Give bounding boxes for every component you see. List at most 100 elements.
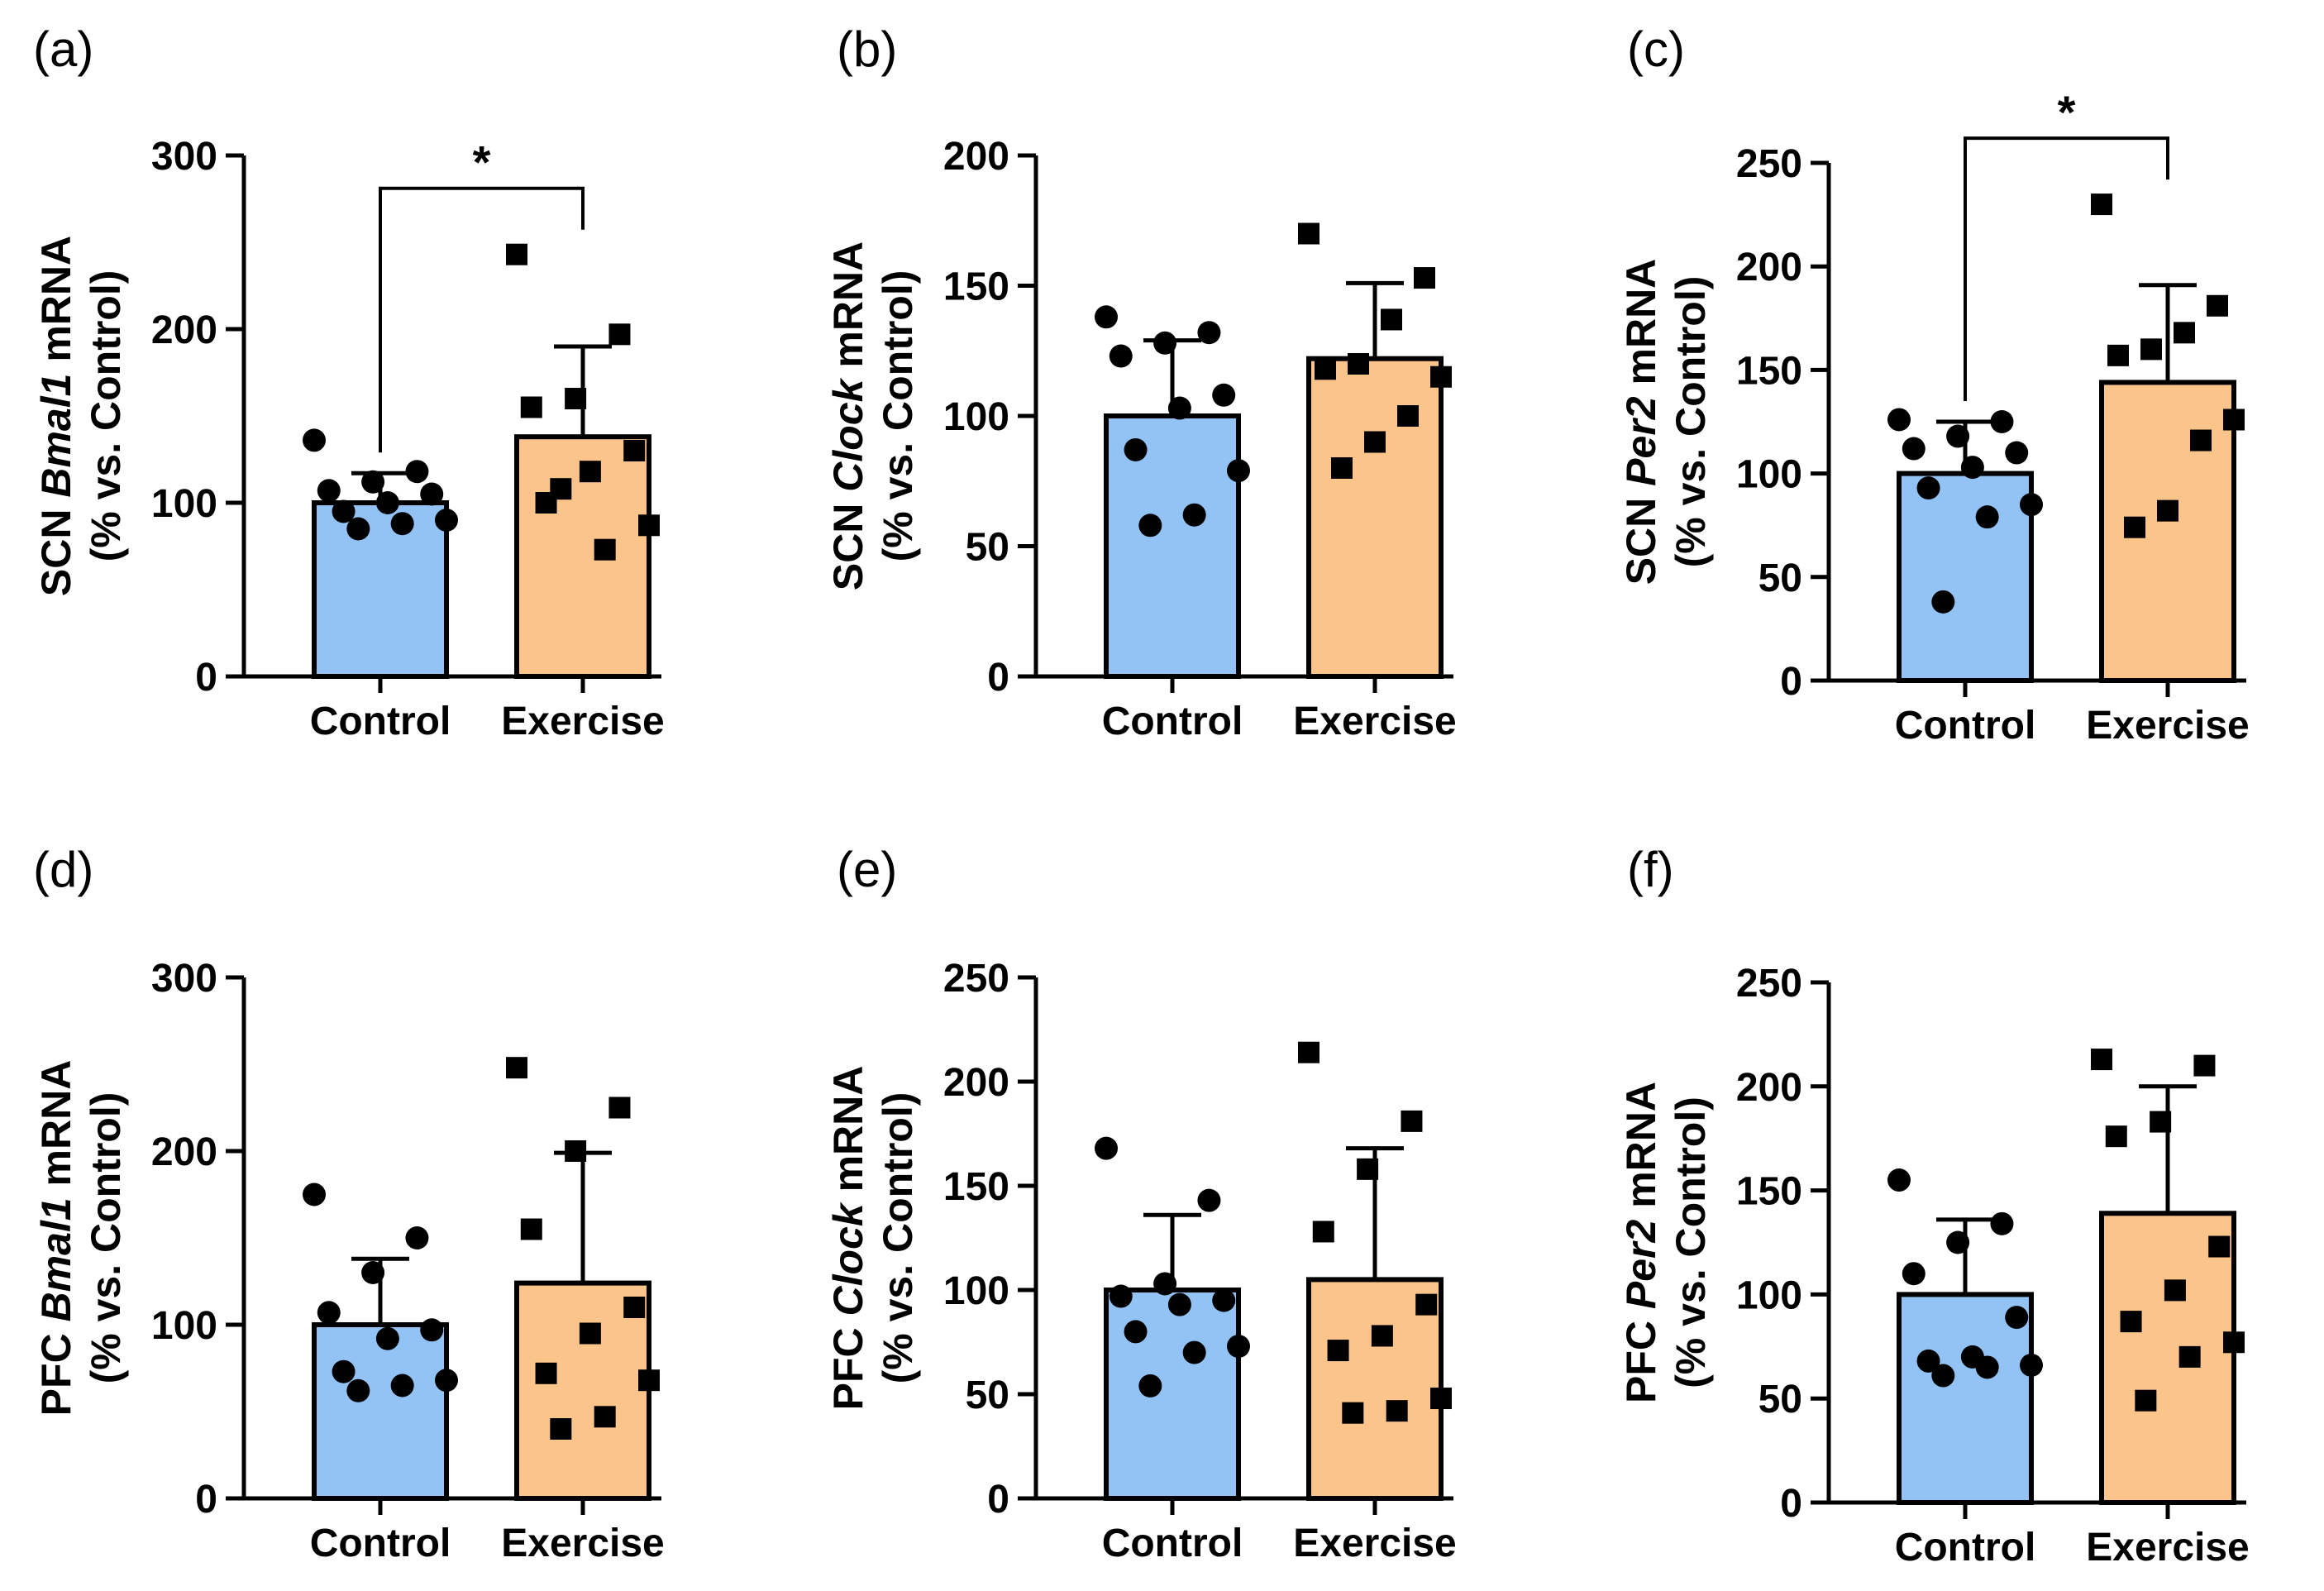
panel-label: (d) (33, 842, 93, 897)
data-point-control (1182, 1340, 1206, 1364)
data-point-control (1212, 383, 1236, 407)
data-point-exercise (1348, 353, 1369, 375)
y-tick-label: 0 (1780, 660, 1802, 704)
panel-b: (b) SCN Clock mRNA (% vs. Control) 0 50 100 15… (825, 22, 1457, 743)
y-tick-label: 300 (151, 135, 217, 179)
y-axis-label: PFC Per2 mRNA (1618, 1082, 1664, 1403)
data-point-exercise (1315, 358, 1336, 380)
data-point-exercise (1381, 308, 1402, 331)
data-point-exercise (594, 538, 616, 561)
bar-control (1104, 1288, 1241, 1501)
data-point-control (346, 1378, 370, 1402)
data-point-control (1902, 437, 1926, 461)
data-point-control (420, 482, 444, 506)
y-tick-label: 200 (151, 1130, 217, 1174)
data-point-exercise (1331, 457, 1353, 479)
y-tick-label: 200 (1736, 246, 1802, 289)
y-tick-label: 150 (1736, 1170, 1802, 1214)
significance-bracket (379, 186, 585, 453)
data-point-exercise (2124, 516, 2145, 538)
data-point-exercise (2208, 1235, 2231, 1258)
data-point-control (435, 1369, 458, 1393)
data-point-control (1227, 1335, 1250, 1359)
y-tick-label: 0 (1780, 1482, 1802, 1526)
panel-label: (b) (837, 22, 897, 77)
data-point-control (1975, 1355, 1999, 1379)
x-tick-label: Exercise (1293, 700, 1457, 743)
y-tick-label: 100 (151, 1304, 217, 1348)
data-point-exercise (1386, 1400, 1408, 1422)
x-tick-label: Control (1895, 704, 2036, 748)
data-point-control (361, 1261, 385, 1284)
data-point-control (435, 509, 458, 532)
data-point-exercise (2174, 322, 2195, 344)
y-tick-label: 200 (943, 1061, 1009, 1105)
data-point-control (1946, 1230, 1970, 1254)
x-tick-label: Exercise (1293, 1522, 1457, 1565)
data-point-exercise (1357, 1158, 1379, 1180)
data-point-exercise (2223, 408, 2245, 431)
data-point-control (405, 1226, 429, 1249)
data-point-control (2005, 441, 2029, 465)
data-point-exercise (638, 1369, 660, 1392)
data-point-control (1109, 344, 1133, 368)
data-point-exercise (2207, 294, 2228, 317)
y-tick-label: 50 (1759, 1378, 1802, 1421)
data-point-exercise (579, 1322, 601, 1345)
y-tick-label: 100 (1736, 1273, 1802, 1317)
data-point-exercise (2150, 1111, 2172, 1133)
data-point-exercise (2157, 499, 2178, 522)
y-tick-label: 150 (1736, 349, 1802, 393)
bar-exercise (2099, 380, 2236, 683)
data-point-exercise (2091, 194, 2112, 216)
data-point-control (1153, 331, 1177, 355)
y-tick-label: 250 (1736, 142, 1802, 186)
data-point-control (1167, 396, 1191, 420)
data-point-exercise (638, 514, 660, 537)
data-point-control (1990, 1211, 2014, 1235)
data-point-exercise (579, 461, 601, 483)
data-point-exercise (623, 1297, 646, 1318)
significance-bracket (1964, 136, 2169, 401)
panel-f: (f) PFC Per2 mRNA (% vs. Control) 0 50 100 150… (1618, 842, 2250, 1570)
data-point-exercise (2178, 1345, 2201, 1368)
bar-control (1897, 471, 2034, 683)
data-point-control (390, 1374, 414, 1398)
data-point-control (1902, 1262, 1926, 1286)
panel-d: (d) PFC Bmal1 mRNA (% vs. Control) 0 100 200 3… (33, 842, 665, 1565)
panel-label: (e) (837, 842, 897, 897)
y-axis-label-line2: (% vs. Control) (1668, 276, 1714, 568)
data-point-exercise (1415, 1293, 1438, 1316)
data-point-exercise (1342, 1402, 1364, 1424)
y-axis-label: PFC Bmal1 mRNA (33, 1060, 79, 1417)
data-point-control (1212, 1288, 1236, 1312)
data-point-control (420, 1318, 444, 1342)
data-point-exercise (623, 440, 646, 461)
data-point-exercise (1327, 1340, 1349, 1362)
data-point-control (303, 428, 326, 452)
data-point-exercise (2223, 1331, 2245, 1354)
y-tick-label: 100 (943, 1269, 1009, 1313)
data-point-exercise (1401, 1110, 1423, 1132)
data-point-control (303, 1182, 326, 1206)
y-axis-label-line2: (% vs. Control) (83, 1092, 129, 1384)
data-point-control (1887, 408, 1911, 432)
y-tick-label: 0 (987, 656, 1009, 700)
bar-exercise (1306, 356, 1444, 679)
data-point-control (390, 512, 414, 536)
significance-marker: * (473, 136, 491, 189)
data-point-exercise (506, 1057, 527, 1079)
y-tick-label: 0 (987, 1478, 1009, 1522)
data-point-control (1960, 456, 1984, 480)
data-point-exercise (2107, 344, 2129, 366)
data-point-exercise (550, 478, 572, 500)
significance-marker: * (2058, 86, 2076, 138)
y-tick-label: 100 (943, 395, 1009, 439)
data-point-exercise (594, 1406, 616, 1428)
data-point-control (375, 1326, 399, 1350)
data-point-exercise (2190, 429, 2212, 452)
data-point-exercise (608, 323, 631, 346)
data-point-exercise (520, 1218, 542, 1240)
y-axis-label: SCN Per2 mRNA (1618, 259, 1664, 585)
data-point-exercise (1298, 222, 1319, 245)
